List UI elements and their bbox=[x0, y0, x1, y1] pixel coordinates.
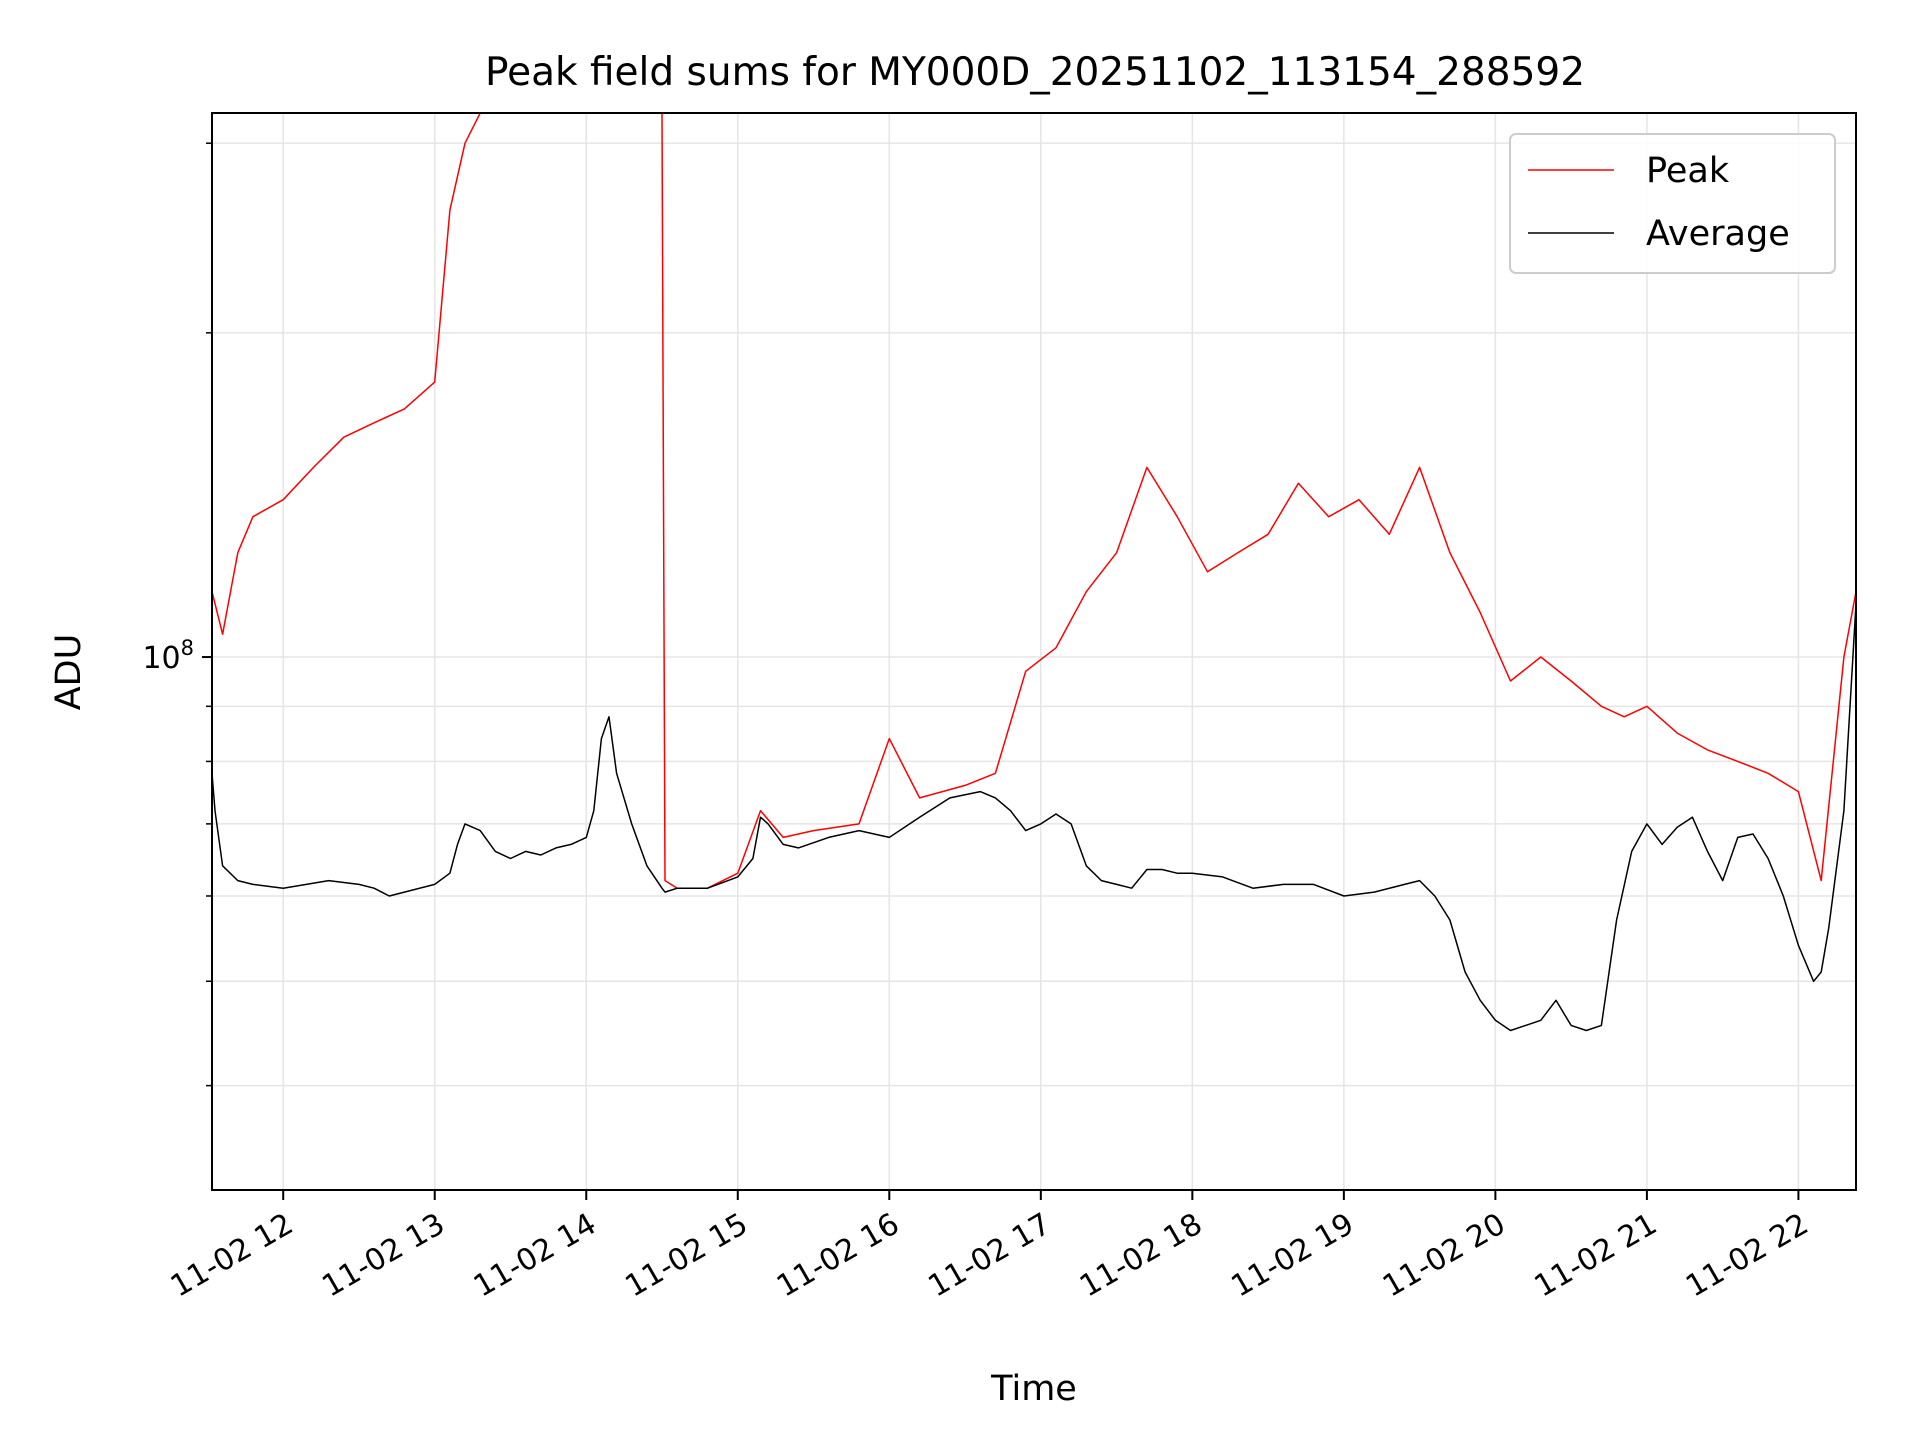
legend-box bbox=[1509, 133, 1836, 274]
series-line-peak bbox=[212, 113, 1856, 889]
x-axis-label: Time bbox=[990, 1369, 1077, 1409]
plot-frame bbox=[211, 112, 1857, 1191]
y-axis-label: ADU bbox=[49, 634, 89, 711]
plot-area bbox=[212, 113, 1856, 1032]
legend-average-label: Average bbox=[1646, 214, 1790, 254]
legend: Peak Average bbox=[1509, 133, 1836, 274]
series-line-average bbox=[212, 603, 1856, 1032]
y-tick-label: 108 bbox=[142, 636, 194, 676]
y-axis: 108 bbox=[142, 142, 212, 1087]
chart-title: Peak field sums for MY000D_20251102_1131… bbox=[485, 50, 1585, 95]
legend-peak-label: Peak bbox=[1646, 151, 1730, 191]
